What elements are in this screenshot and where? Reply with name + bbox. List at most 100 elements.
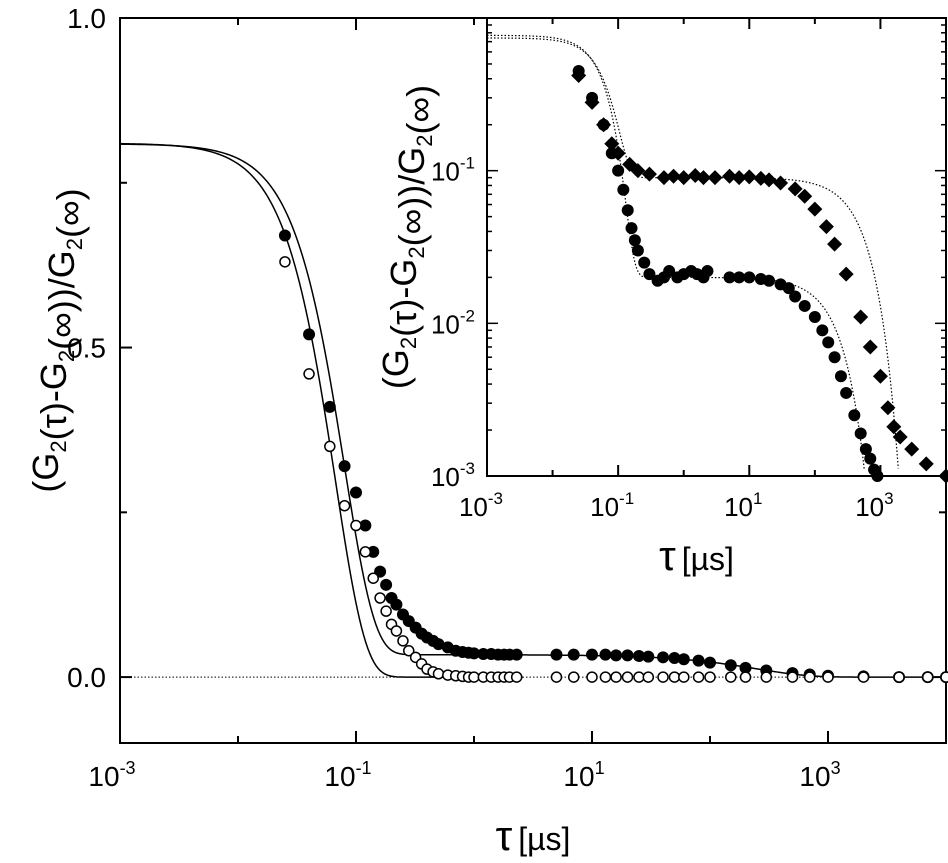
main-point-s1 <box>303 328 316 341</box>
inset-point-s2 <box>904 441 920 457</box>
main-point-s2 <box>704 671 716 683</box>
main-point-s1 <box>380 578 393 591</box>
inset-fit-curves <box>487 34 899 470</box>
inset-point-s1 <box>782 282 795 295</box>
inset-point-s2 <box>797 188 813 204</box>
inset-point-s1 <box>723 271 736 284</box>
inset-point-s1 <box>663 265 676 278</box>
inset-point-s2 <box>584 94 600 110</box>
inset-point-s1 <box>816 324 829 337</box>
main-point-s1 <box>338 460 351 473</box>
fit-curve-2 <box>119 142 523 678</box>
main-point-s1 <box>278 229 291 242</box>
inset-point-s2 <box>676 170 692 186</box>
main-point-s1 <box>468 647 480 660</box>
main-point-s1 <box>632 650 645 662</box>
inset-point-s2 <box>838 266 854 282</box>
main-point-s1 <box>550 648 563 661</box>
inset-point-s1 <box>840 386 853 399</box>
inset-point-s1 <box>848 409 861 422</box>
inset-point-s2 <box>571 68 587 84</box>
main-point-s1 <box>350 486 362 499</box>
inset-point-s2 <box>853 309 869 325</box>
main-point-s1 <box>704 656 716 669</box>
inset-point-s1 <box>828 351 841 364</box>
inset-plot-frame <box>486 17 947 477</box>
inset-point-s2 <box>872 368 888 384</box>
inset-x-axis-label: τ [µs] <box>659 532 734 579</box>
main-point-s1 <box>567 648 580 661</box>
inset-point-s2 <box>707 170 723 186</box>
main-point-s2 <box>940 671 948 683</box>
inset-point-s2 <box>862 339 878 355</box>
main-point-s1 <box>642 650 655 663</box>
inset-point-s2 <box>773 175 789 191</box>
main-point-s1 <box>432 638 445 651</box>
inset-point-s1 <box>638 256 651 269</box>
main-point-s2 <box>786 671 799 683</box>
main-point-s2 <box>468 671 480 683</box>
main-point-s2 <box>760 671 773 683</box>
main-point-s1 <box>323 400 336 413</box>
main-y-axis-label: (G2(τ)-G2(∞))/G2(∞) <box>25 188 90 492</box>
inset-point-s1 <box>834 370 847 383</box>
main-point-s2 <box>642 671 655 683</box>
main-point-s2 <box>567 671 580 683</box>
inset-point-s1 <box>864 452 877 465</box>
inset-point-s1 <box>621 204 634 217</box>
inset-point-s1 <box>854 427 867 440</box>
inset-y-tick-label: 10-1 <box>431 154 475 187</box>
main-point-s1 <box>739 661 752 674</box>
inset-point-s2 <box>918 456 934 472</box>
main-point-s2 <box>380 605 392 617</box>
inset-x-tick-label: 10-3 <box>459 489 503 522</box>
inset-point-s1 <box>859 443 872 456</box>
inset-point-s2 <box>731 170 747 186</box>
main-point-s2 <box>857 671 870 683</box>
main-y-tick-label: 0.0 <box>67 662 106 693</box>
main-x-axis-label: τ [µs] <box>496 812 571 859</box>
main-point-s2 <box>432 668 445 680</box>
main-point-s2 <box>510 671 523 683</box>
inset-point-s2 <box>880 400 896 416</box>
inset-point-s1 <box>631 244 644 257</box>
inset-point-s1 <box>798 299 811 312</box>
main-point-s1 <box>657 651 670 664</box>
inset-point-s2 <box>596 117 612 133</box>
inset-point-s2 <box>610 145 626 161</box>
inset-point-s1 <box>743 271 756 284</box>
main-point-s2 <box>367 572 379 584</box>
main-point-s2 <box>397 635 409 647</box>
inset-point-s2 <box>827 236 843 252</box>
inset-point-s2 <box>787 181 803 197</box>
main-point-s1 <box>610 649 623 662</box>
inset-tick-labels: 10-3 10-1 101 103 10-3 10-2 10-1 <box>431 154 894 522</box>
main-point-s2 <box>338 499 351 512</box>
inset-y-tick-label: 10-3 <box>431 459 475 492</box>
main-point-s2 <box>374 592 386 604</box>
inset-point-s1 <box>612 164 625 177</box>
main-y-tick-label: 0.5 <box>67 333 106 364</box>
main-x-tick-label: 10-1 <box>324 758 371 792</box>
main-point-s2 <box>621 671 634 683</box>
inset-point-s1 <box>789 290 802 303</box>
main-y-tick-label: 1.0 <box>67 3 106 34</box>
inset-point-s2 <box>641 166 657 182</box>
main-point-s2 <box>324 440 336 453</box>
main-point-s1 <box>677 653 690 666</box>
inset-x-tick-label: 10-1 <box>590 489 634 522</box>
main-point-s2 <box>668 671 681 683</box>
inset-point-s2 <box>630 163 646 179</box>
inset-point-s1 <box>701 265 714 278</box>
inset-point-s1 <box>643 268 656 281</box>
main-point-s2 <box>725 671 737 683</box>
main-point-s2 <box>350 519 362 532</box>
inset-point-s2 <box>656 170 672 186</box>
inset-y-axis-label: (G2(τ)-G2(∞))/G2(∞) <box>375 85 440 389</box>
main-point-s2 <box>610 671 622 683</box>
inset-background <box>487 18 946 476</box>
main-point-s2 <box>599 671 612 683</box>
inset-fit-curve-1 <box>487 34 865 470</box>
inset-point-s2 <box>761 172 777 188</box>
